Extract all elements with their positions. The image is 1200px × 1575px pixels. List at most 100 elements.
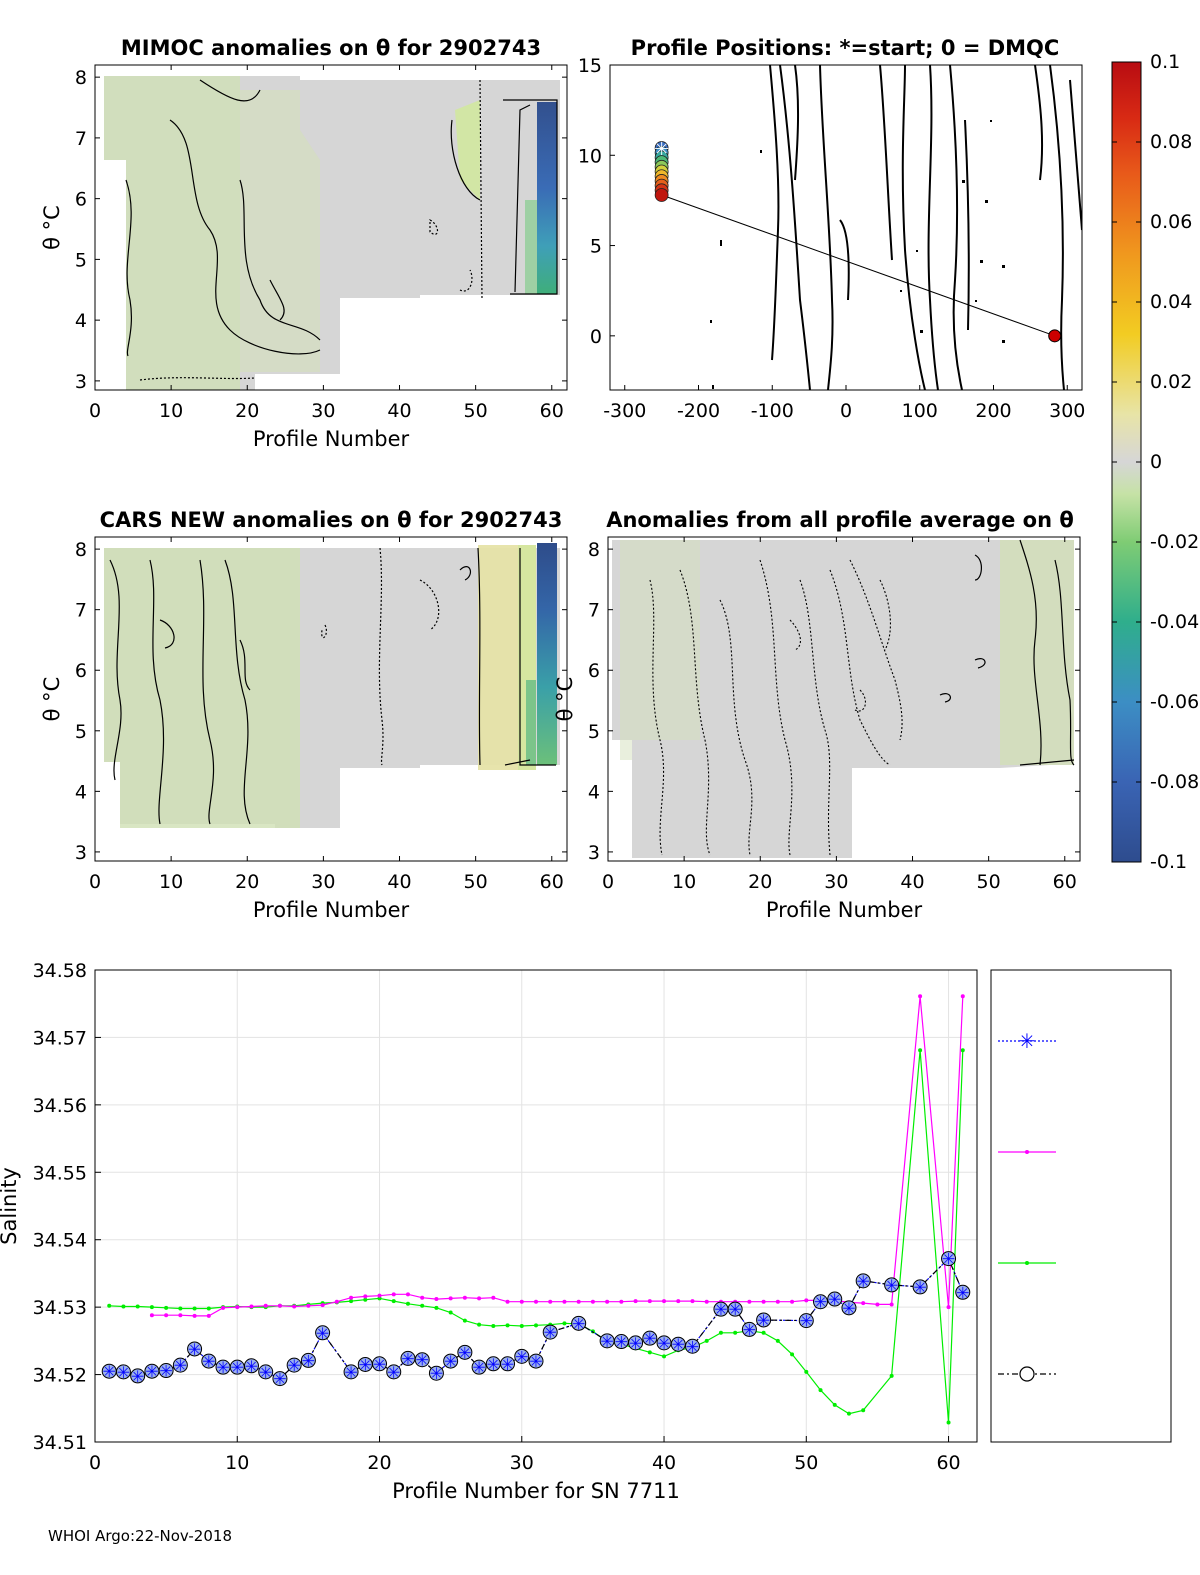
colorbar-tick-label: 0.1 [1150, 51, 1180, 73]
mimoc-point [790, 1299, 795, 1304]
y-axis-label: θ °C [40, 677, 64, 722]
mimoc-point [662, 1299, 667, 1304]
mimoc-point [320, 1303, 325, 1308]
cars-new-point [946, 1420, 951, 1425]
mimoc-point [747, 1299, 752, 1304]
y-tick-label: 4 [588, 781, 600, 803]
mimoc-point [619, 1299, 624, 1304]
y-tick-label: 8 [75, 67, 87, 89]
best-float-marker [628, 1335, 644, 1351]
cars-new-point [846, 1411, 851, 1416]
raw-float-marker: ✳ [629, 1334, 642, 1353]
csio-panel: ✳ ✳ ✳ ✳ ✳ ✳✳✳ ✳ ✳ ✳ ✳ ✳✳ ✳✳✳ ✳ ✳ ✳✳ ✳✳✳ ✳✳ ✳ ✳ ✳ ✳✳ ✳✳ ✳ ✳ ✳ ✳ ✳ ✳✳… [0, 960, 1172, 1503]
cars-new-point [918, 1048, 923, 1053]
mimoc-point [804, 1298, 809, 1303]
best-float-marker [528, 1353, 544, 1369]
cars-new-point [462, 1318, 467, 1323]
cars-new-point [704, 1338, 709, 1343]
raw-float-marker: ✳ [828, 1290, 841, 1309]
mimoc-point [548, 1299, 553, 1304]
cars-new-point [889, 1373, 894, 1378]
best-float-marker [187, 1341, 203, 1357]
x-tick-label: 40 [387, 871, 411, 893]
best-float-marker [827, 1291, 843, 1307]
mimoc-point [306, 1303, 311, 1308]
legend-best-float [998, 1366, 1056, 1382]
x-axis-label: Profile Number for SN 7711 [392, 1479, 680, 1503]
mimoc-point [363, 1294, 368, 1299]
cars-new-point [804, 1369, 809, 1374]
cars-new-point [519, 1324, 524, 1329]
x-tick-label: 60 [540, 400, 564, 422]
best-float-marker [741, 1321, 757, 1337]
y-tick-label: 3 [75, 371, 87, 393]
raw-float-marker: ✳ [188, 1340, 201, 1359]
mimoc-point [448, 1296, 453, 1301]
x-tick-label: 40 [652, 1452, 676, 1474]
raw-float-marker: ✳ [444, 1352, 457, 1371]
x-tick-label: 50 [464, 871, 488, 893]
raw-float-marker: ✳ [686, 1337, 699, 1356]
x-tick-label: -200 [677, 400, 720, 422]
mimoc-point [491, 1295, 496, 1300]
raw-float-marker: ✳ [302, 1351, 315, 1370]
y-tick-label: 8 [588, 539, 600, 561]
mimoc-point [434, 1297, 439, 1302]
colorbar-tick-label: 0.06 [1150, 211, 1192, 233]
raw-float-marker: ✳ [373, 1355, 386, 1374]
x-tick-label: 60 [540, 871, 564, 893]
cars-panel-title: CARS NEW anomalies on θ for 2902743 [100, 508, 563, 532]
x-tick-label: 0 [840, 400, 852, 422]
x-tick-label: 10 [225, 1452, 249, 1474]
best-float-marker [471, 1359, 487, 1375]
y-tick-label: 7 [75, 128, 87, 150]
mimoc-point [235, 1305, 240, 1310]
cars-new-point [733, 1330, 738, 1335]
raw-float-marker: ✳ [600, 1332, 613, 1351]
legend-raw-float: ✳ [998, 1029, 1056, 1053]
raw-float-marker: ✳ [387, 1363, 400, 1382]
cars-new-point [647, 1350, 652, 1355]
x-tick-label: -300 [603, 400, 646, 422]
all-anom-axes: 0 10 20 30 40 50 60 3 4 5 6 7 8 Profile Number θ °C [553, 537, 1080, 922]
footer-credit: WHOI Argo:22-Nov-2018 [48, 1527, 232, 1545]
raw-float-marker: ✳ [145, 1362, 158, 1381]
start-star-marker: ✳ [654, 139, 669, 160]
all-profile-anomaly-panel: Anomalies from all profile average on θ [553, 508, 1081, 922]
x-axis-label: Profile Number [766, 898, 923, 922]
x-tick-label: 300 [1049, 400, 1085, 422]
best-float-marker [272, 1371, 288, 1387]
mimoc-point [576, 1299, 581, 1304]
best-float-marker [841, 1300, 857, 1316]
raw-float-marker: ✳ [757, 1311, 770, 1330]
raw-float-marker: ✳ [743, 1320, 756, 1339]
best-float-marker [172, 1357, 188, 1373]
cars-new-point [718, 1330, 723, 1335]
mimoc-point [960, 994, 965, 999]
colorbar-tick-label: 0.08 [1150, 131, 1192, 153]
raw-float-marker: ✳ [800, 1312, 813, 1331]
csio-axes: 0 10 20 30 40 50 60 34.51 34.52 34.53 34.54 34.55 34… [0, 960, 961, 1503]
y-tick-label: 6 [588, 660, 600, 682]
raw-float-marker: ✳ [657, 1334, 670, 1353]
x-tick-label: 30 [311, 400, 335, 422]
best-float-marker [684, 1338, 700, 1354]
y-tick-label: 3 [588, 842, 600, 864]
colorbar-tick-label: -0.02 [1150, 531, 1199, 553]
topography-contours [710, 65, 1082, 390]
y-axis-label: θ °C [553, 677, 577, 722]
best-float-marker [443, 1353, 459, 1369]
mimoc-point [861, 1301, 866, 1306]
y-tick-label: 0 [590, 326, 602, 348]
raw-float-marker: ✳ [913, 1278, 926, 1297]
mimoc-anomaly-panel: MIMOC anomalies on θ for 2902743 [40, 36, 568, 451]
colorbar: 0.1 0.08 0.06 0.04 0.02 0 -0.02 -0.04 -0.06 -0.08… [1111, 51, 1199, 873]
best-float-marker [500, 1356, 516, 1372]
x-tick-label: 10 [159, 871, 183, 893]
cars-new-point [164, 1305, 169, 1310]
mimoc-point [477, 1296, 482, 1301]
cars-heatmap-field [104, 543, 560, 828]
raw-float-marker: ✳ [487, 1355, 500, 1374]
best-float-marker [912, 1279, 928, 1295]
raw-float-marker: ✳ [842, 1299, 855, 1318]
